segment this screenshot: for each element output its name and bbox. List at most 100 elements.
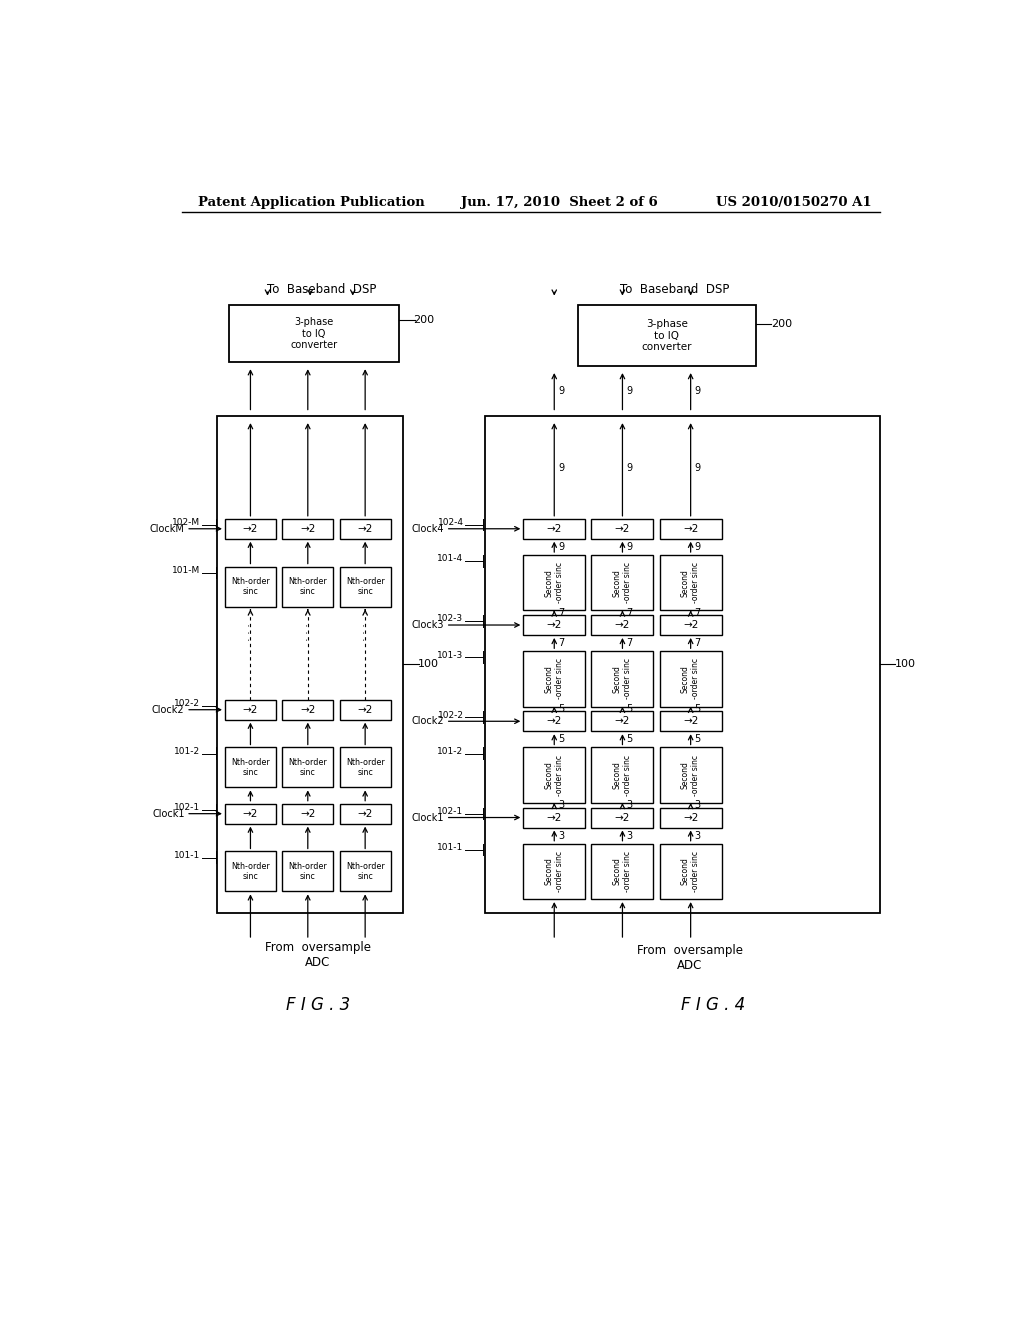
Text: Jun. 17, 2010  Sheet 2 of 6: Jun. 17, 2010 Sheet 2 of 6 (461, 195, 658, 209)
Text: Second
-order sinc: Second -order sinc (545, 755, 564, 796)
Bar (523, 651, 586, 706)
Text: · · ·: · · · (303, 623, 312, 642)
Text: Clock4: Clock4 (412, 524, 444, 533)
Bar (592, 808, 653, 828)
Text: →2: →2 (614, 717, 630, 726)
Bar (523, 843, 586, 899)
Text: 9: 9 (627, 543, 633, 552)
Text: Second
-order sinc: Second -order sinc (612, 562, 632, 603)
Bar (592, 554, 653, 610)
Text: Second
-order sinc: Second -order sinc (612, 851, 632, 892)
Text: 3: 3 (558, 800, 564, 810)
Bar (592, 843, 653, 899)
Bar (592, 519, 653, 539)
Text: 102-1: 102-1 (174, 803, 200, 812)
Bar (659, 808, 722, 828)
Text: 102-M: 102-M (172, 519, 200, 527)
Bar (225, 566, 276, 607)
Bar (592, 747, 653, 803)
Bar (340, 566, 391, 607)
Text: 101-2: 101-2 (437, 747, 464, 756)
Text: Nth-order
sinc: Nth-order sinc (289, 758, 328, 777)
Text: →2: →2 (683, 524, 698, 533)
Text: Patent Application Publication: Patent Application Publication (198, 195, 425, 209)
Bar (340, 519, 391, 539)
Text: From  oversample
ADC: From oversample ADC (637, 944, 742, 972)
Text: 102-1: 102-1 (437, 807, 464, 816)
Text: 9: 9 (558, 543, 564, 552)
Text: →2: →2 (683, 813, 698, 822)
Bar (592, 651, 653, 706)
Text: Clock1: Clock1 (412, 813, 444, 822)
Text: 9: 9 (627, 462, 633, 473)
Bar (283, 566, 334, 607)
Bar (523, 615, 586, 635)
Text: →2: →2 (243, 524, 258, 533)
Text: 102-3: 102-3 (437, 614, 464, 623)
Text: 101-1: 101-1 (437, 843, 464, 851)
Bar (340, 747, 391, 788)
Text: →2: →2 (300, 809, 315, 818)
Text: →2: →2 (300, 705, 315, 714)
Text: →2: →2 (357, 809, 373, 818)
Bar (659, 554, 722, 610)
Bar (523, 808, 586, 828)
Bar (659, 651, 722, 706)
Text: US 2010/0150270 A1: US 2010/0150270 A1 (717, 195, 872, 209)
Text: 102-2: 102-2 (174, 700, 200, 708)
Text: 7: 7 (558, 607, 564, 618)
Text: →2: →2 (547, 524, 562, 533)
Text: Clock2: Clock2 (152, 705, 184, 714)
Text: 5: 5 (694, 704, 700, 714)
Text: 5: 5 (627, 704, 633, 714)
Text: 9: 9 (627, 387, 633, 396)
Text: 9: 9 (558, 462, 564, 473)
Text: →2: →2 (243, 705, 258, 714)
Text: →2: →2 (614, 813, 630, 822)
Bar (659, 747, 722, 803)
Bar (225, 747, 276, 788)
Text: Second
-order sinc: Second -order sinc (545, 851, 564, 892)
Text: Second
-order sinc: Second -order sinc (681, 755, 700, 796)
Text: 101-M: 101-M (172, 566, 200, 574)
Bar (523, 519, 586, 539)
Text: 7: 7 (558, 638, 564, 648)
Text: →2: →2 (547, 620, 562, 630)
Text: 3-phase
to IQ
converter: 3-phase to IQ converter (641, 319, 692, 352)
Text: 5: 5 (694, 734, 700, 744)
Bar (340, 804, 391, 824)
Text: 9: 9 (694, 462, 700, 473)
Text: 5: 5 (558, 704, 564, 714)
Bar (225, 851, 276, 891)
Text: · · ·: · · · (360, 623, 370, 642)
Text: · · ·: · · · (246, 623, 255, 642)
Text: →2: →2 (357, 705, 373, 714)
Text: →2: →2 (614, 620, 630, 630)
Bar (225, 519, 276, 539)
Text: Nth-order
sinc: Nth-order sinc (231, 758, 270, 777)
Text: 101-1: 101-1 (174, 851, 200, 859)
Text: 100: 100 (418, 659, 438, 669)
Text: Second
-order sinc: Second -order sinc (681, 851, 700, 892)
Bar (523, 554, 586, 610)
Bar (523, 711, 586, 731)
Text: To  Baseband  DSP: To Baseband DSP (620, 282, 729, 296)
Text: Nth-order
sinc: Nth-order sinc (346, 577, 385, 597)
Bar (659, 519, 722, 539)
Text: 200: 200 (771, 319, 792, 329)
Text: →2: →2 (547, 813, 562, 822)
Text: Clock1: Clock1 (153, 809, 184, 818)
Bar (283, 804, 334, 824)
Text: 9: 9 (694, 387, 700, 396)
Bar (484, 416, 880, 913)
Text: 7: 7 (694, 638, 700, 648)
Bar (340, 700, 391, 719)
Bar (283, 519, 334, 539)
Text: 5: 5 (627, 734, 633, 744)
Bar (340, 851, 391, 891)
Text: Nth-order
sinc: Nth-order sinc (346, 862, 385, 882)
Text: 3-phase
to IQ
converter: 3-phase to IQ converter (291, 317, 338, 350)
Bar (592, 711, 653, 731)
Bar (578, 305, 756, 367)
Text: →2: →2 (683, 717, 698, 726)
